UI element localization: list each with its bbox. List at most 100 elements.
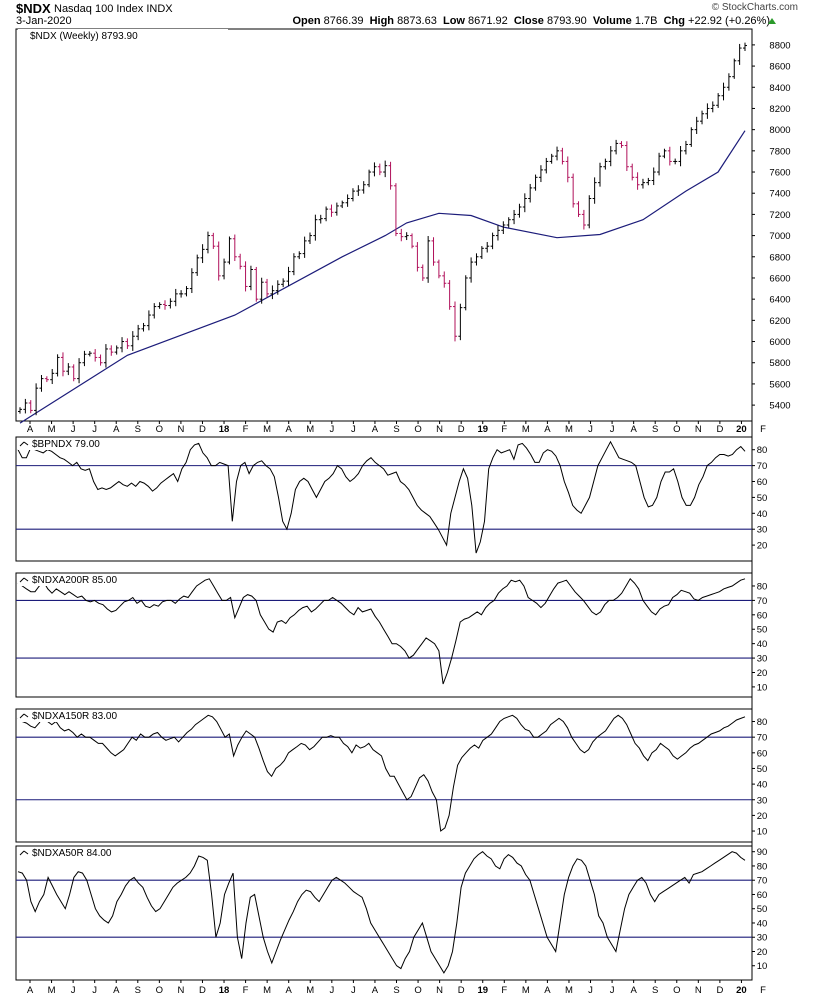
y-tick-label: 10: [757, 827, 768, 838]
month-label: D: [458, 424, 465, 435]
price-bar: [700, 110, 705, 125]
month-label: O: [414, 985, 421, 996]
y-tick-label: 60: [757, 477, 768, 488]
y-tick-label: 30: [757, 795, 768, 806]
panel-frame: [15, 28, 753, 422]
price-bar: [356, 185, 361, 196]
y-tick-label: 6600: [769, 273, 790, 284]
y-tick-label: 7200: [769, 210, 790, 221]
y-tick-label: 30: [757, 654, 768, 665]
price-bar: [420, 264, 425, 281]
month-label: J: [329, 985, 334, 996]
price-bar: [297, 251, 302, 260]
month-label: M: [306, 985, 314, 996]
y-tick-label: 80: [757, 581, 768, 592]
month-label: J: [351, 985, 356, 996]
price-bar: [549, 153, 554, 164]
month-label: N: [436, 424, 443, 435]
month-label: D: [458, 985, 465, 996]
high-value: 8873.63: [397, 15, 437, 27]
price-bar: [458, 303, 463, 341]
price-bar: [598, 162, 602, 187]
price-bar: [689, 127, 694, 147]
price-bar: [506, 217, 511, 228]
price-bar: [18, 407, 22, 414]
price-bar: [291, 253, 296, 276]
month-label: F: [760, 424, 766, 435]
price-bar: [495, 225, 500, 241]
y-tick-label: 6200: [769, 316, 790, 327]
price-bar: [651, 167, 656, 186]
y-tick-label: 6400: [769, 295, 790, 306]
price-bar: [726, 73, 731, 91]
month-label: 20: [736, 424, 747, 435]
quote-summary: Open 8766.39 High 8873.63 Low 8671.92 Cl…: [292, 15, 770, 27]
month-label: J: [610, 985, 615, 996]
month-label: M: [48, 985, 56, 996]
y-tick-label: 40: [757, 509, 768, 520]
month-label: M: [565, 424, 573, 435]
price-bar: [211, 232, 216, 249]
month-label: M: [263, 985, 271, 996]
up-arrow-icon: [768, 18, 776, 24]
month-label: F: [501, 424, 507, 435]
legend-icon-stroke: [19, 713, 25, 719]
month-label: O: [156, 985, 163, 996]
price-bar: [114, 345, 119, 355]
month-label: A: [372, 424, 379, 435]
price-bar: [125, 338, 130, 349]
price-bar: [732, 58, 737, 79]
y-tick-label: 7800: [769, 146, 790, 157]
price-bar: [485, 242, 490, 253]
price-bar: [205, 231, 210, 254]
price-bar: [109, 345, 114, 356]
price-bar: [710, 101, 715, 113]
legend-icon: [19, 441, 29, 447]
volume-value: 1.7B: [634, 15, 658, 27]
price-bar: [603, 158, 608, 170]
y-tick-label: 5800: [769, 358, 790, 369]
price-bar: [415, 242, 420, 272]
price-bar: [28, 400, 33, 414]
price-bar: [673, 158, 678, 165]
month-label: S: [135, 424, 141, 435]
month-label: A: [630, 985, 637, 996]
moving-average-line: [19, 130, 746, 424]
legend-icon-stroke: [19, 441, 25, 447]
price-bar: [560, 147, 565, 165]
price-bar: [716, 93, 721, 108]
month-label: D: [716, 985, 723, 996]
index-name: Nasdaq 100 Index INDX: [54, 3, 173, 15]
price-bar: [538, 165, 543, 183]
legend-icon-stroke: [23, 441, 29, 446]
price-bar: [179, 290, 184, 298]
y-tick-label: 70: [757, 596, 768, 607]
symbol-title: $NDX: [16, 1, 51, 16]
y-tick-label: 10: [757, 682, 768, 693]
brand-watermark: © StockCharts.com: [711, 2, 798, 13]
month-label: J: [71, 424, 76, 435]
month-label: 19: [477, 985, 488, 996]
price-bar: [157, 302, 162, 309]
price-bar: [426, 236, 431, 283]
month-label: S: [652, 424, 658, 435]
price-bar: [436, 259, 441, 279]
close-value: 8793.90: [546, 15, 587, 27]
y-tick-label: 8800: [769, 40, 790, 51]
price-bar: [544, 157, 549, 174]
price-bar: [576, 201, 581, 217]
price-bar: [640, 178, 645, 189]
legend-icon-stroke: [23, 850, 29, 855]
price-bar: [318, 214, 323, 224]
price-bar: [141, 322, 146, 332]
price-bar: [565, 156, 570, 183]
month-label: A: [544, 424, 551, 435]
price-bar: [259, 277, 264, 304]
chg-value: +22.92 (+0.26%): [688, 15, 770, 27]
y-tick-label: 80: [757, 717, 768, 728]
price-bar: [55, 354, 60, 377]
month-label: O: [673, 985, 680, 996]
price-bar: [34, 383, 39, 416]
panel-title: $NDXA150R 83.00: [32, 711, 117, 722]
price-bar: [635, 172, 640, 190]
